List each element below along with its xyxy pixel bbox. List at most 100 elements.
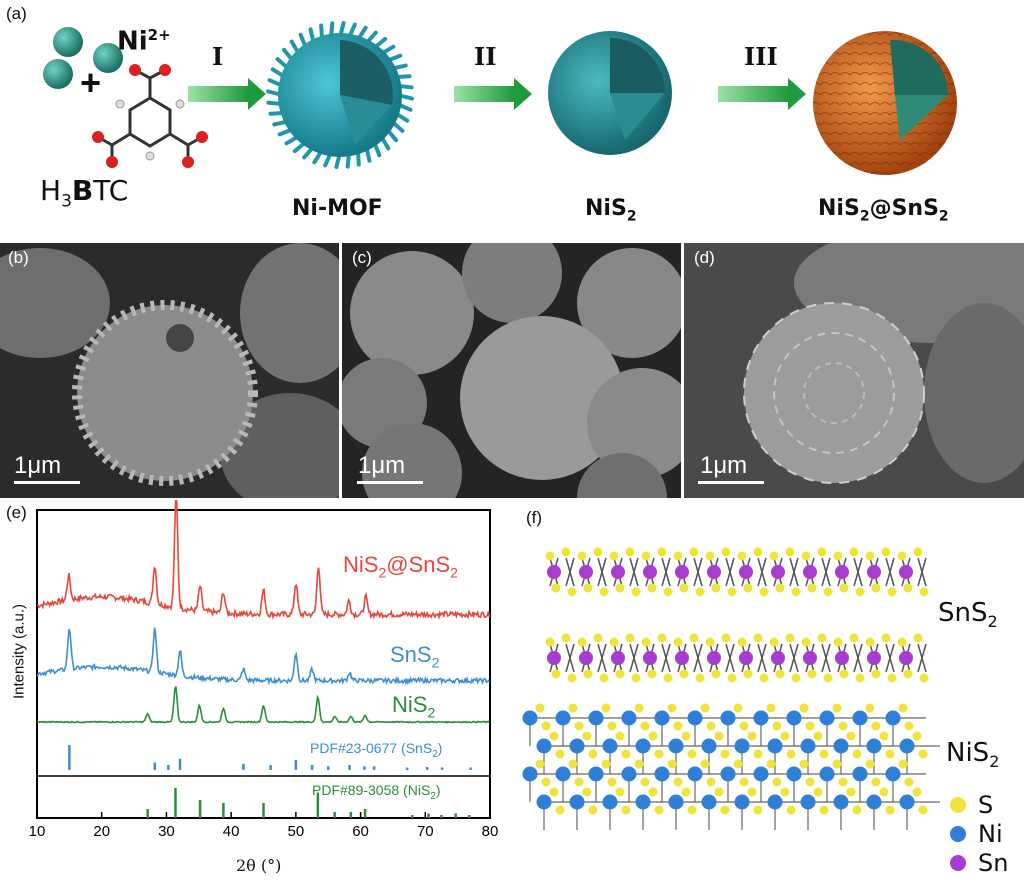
s-atom	[681, 787, 691, 797]
s-atom	[913, 633, 923, 643]
hydrogen-atoms	[115, 99, 185, 161]
s-atom	[583, 583, 593, 593]
x-tick-label: 50	[288, 823, 305, 840]
s-atom	[813, 731, 823, 741]
s-atom	[555, 749, 565, 759]
ni-atom	[885, 766, 901, 782]
s-atom	[705, 551, 715, 561]
s-atom	[615, 669, 625, 679]
s-atom	[865, 551, 875, 561]
s-atom	[541, 721, 551, 731]
s-atom	[885, 749, 895, 759]
s-atom	[801, 551, 811, 561]
s-atom	[679, 669, 689, 679]
s-atom	[700, 703, 710, 713]
ni-atom	[852, 766, 868, 782]
s-atom	[838, 721, 848, 731]
panel-a-label: (a)	[6, 4, 27, 23]
s-atom	[846, 787, 856, 797]
s-atom	[819, 805, 829, 815]
s-atom	[583, 669, 593, 679]
scalebar-b	[14, 481, 80, 484]
s-atom	[673, 637, 683, 647]
s-atom	[747, 731, 757, 741]
sn-atom	[547, 565, 561, 579]
s-atom	[865, 703, 875, 713]
s-atom	[721, 547, 731, 557]
sn-atom	[547, 651, 561, 665]
ni-atom	[767, 738, 783, 754]
s-atom	[898, 759, 908, 769]
s-atom	[753, 805, 763, 815]
ni-atom	[536, 794, 552, 810]
s-atom	[881, 547, 891, 557]
s-atom	[567, 587, 577, 597]
sns2-layer	[545, 547, 929, 597]
s-atom	[615, 583, 625, 593]
s-atom	[634, 703, 644, 713]
s-atom	[813, 787, 823, 797]
s-atom	[673, 551, 683, 561]
ni-atom	[800, 794, 816, 810]
s-atom	[772, 721, 782, 731]
sns2-structure-label: SnS2	[938, 598, 998, 632]
s-atom	[621, 805, 631, 815]
ni-atom	[786, 766, 802, 782]
ni-atom	[635, 738, 651, 754]
s-atom	[689, 633, 699, 643]
ni-atom	[819, 710, 835, 726]
s-atom	[849, 633, 859, 643]
s-atom	[838, 777, 848, 787]
nis2-structure-label: NiS2	[946, 738, 1000, 772]
s-atom	[720, 749, 730, 759]
s-atom	[855, 587, 865, 597]
s-atom	[733, 759, 743, 769]
xrd-ylabel: Intensity (a.u.)	[10, 603, 28, 700]
s-atom	[545, 551, 555, 561]
s-atom	[819, 749, 829, 759]
s-atom	[780, 787, 790, 797]
sn-atom	[835, 565, 849, 579]
s-atom	[785, 547, 795, 557]
s-atom	[599, 587, 609, 597]
s-atom	[871, 721, 881, 731]
s-atom	[687, 749, 697, 759]
step-2-label: II	[474, 42, 497, 71]
s-atom	[887, 673, 897, 683]
s-atom	[903, 583, 913, 593]
s-atom	[634, 759, 644, 769]
s-atom	[567, 673, 577, 683]
s-atom	[648, 731, 658, 741]
s-atom	[775, 583, 785, 593]
ni-atom	[555, 710, 571, 726]
s-atom	[601, 703, 611, 713]
xrd-ylabel-wrap: Intensity (a.u.)	[4, 565, 28, 745]
ni-atom	[588, 710, 604, 726]
s-atom	[549, 731, 559, 741]
s-atom	[679, 583, 689, 593]
nis2-sphere	[548, 31, 672, 155]
s-atom	[918, 805, 928, 815]
ni-atom	[852, 710, 868, 726]
s-atom	[681, 731, 691, 741]
s-atom	[673, 721, 683, 731]
ni-atom	[753, 766, 769, 782]
s-atom	[588, 805, 598, 815]
h3btc-molecule	[97, 68, 203, 162]
h3btc-label: H3BTC	[40, 174, 129, 212]
s-atom	[786, 805, 796, 815]
series-label-sns2: SnS2	[390, 642, 440, 671]
x-tick-label: 20	[93, 823, 110, 840]
s-atom	[799, 703, 809, 713]
s-atom	[823, 673, 833, 683]
s-atom	[739, 721, 749, 731]
s-atom	[705, 637, 715, 647]
s-atom	[904, 777, 914, 787]
ni-mof-sem-texture	[0, 243, 339, 498]
x-tick-label: 80	[482, 823, 499, 840]
s-atom	[785, 633, 795, 643]
arrow-step-1	[188, 78, 266, 110]
sn-atom	[707, 565, 721, 579]
ni-atom	[555, 766, 571, 782]
s-atom	[832, 759, 842, 769]
